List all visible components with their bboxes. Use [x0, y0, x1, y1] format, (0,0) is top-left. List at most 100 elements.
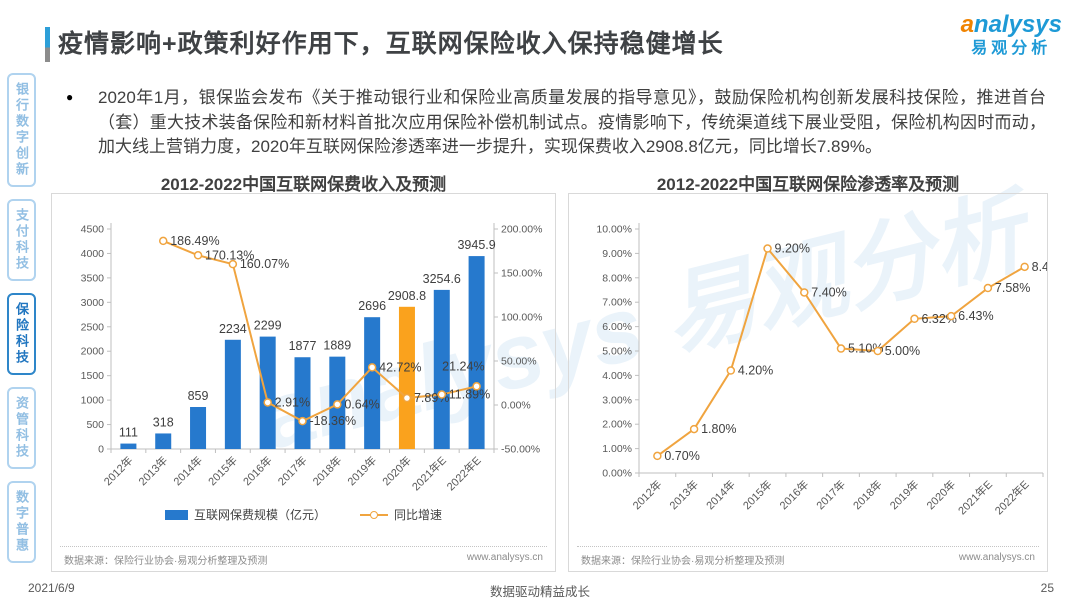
legend-label-premium: 互联网保费规模（亿元） [193, 508, 326, 522]
left-chart-title: 2012-2022中国互联网保费收入及预测 [160, 175, 447, 194]
svg-text:318: 318 [153, 415, 174, 429]
svg-text:170.13%: 170.13% [205, 248, 254, 262]
svg-text:2234: 2234 [219, 322, 247, 336]
right-chart-title: 2012-2022中国互联网保险渗透率及预测 [656, 175, 960, 194]
sidebar-item-insurance-tech[interactable]: 保险科技 [7, 293, 36, 375]
svg-text:7.58%: 7.58% [995, 281, 1030, 295]
svg-text:100.00%: 100.00% [501, 312, 542, 324]
svg-text:3254.6: 3254.6 [423, 272, 461, 286]
svg-text:2017年: 2017年 [275, 453, 310, 488]
penetration-rate-chart: 0.00% 1.00% 2.00% 3.00% 4.00% 5.00% 6.00% 7.00%… [568, 193, 1067, 572]
svg-text:4.00%: 4.00% [602, 370, 632, 382]
left-chart-source: 数据来源：保险行业协会·易观分析整理及预测 [64, 556, 268, 567]
right-chart-divider [577, 546, 1039, 547]
svg-text:2015年: 2015年 [740, 477, 775, 512]
premium-income-chart-svg: 0 500 1000 1500 2000 2500 3000 3500 4000 4500 -50.… [81, 223, 542, 493]
svg-text:1877: 1877 [289, 339, 317, 353]
svg-text:6.43%: 6.43% [958, 309, 993, 323]
svg-text:11.89%: 11.89% [449, 388, 490, 402]
logo-brand-text: analysys [960, 11, 1062, 38]
svg-text:50.00%: 50.00% [501, 356, 537, 368]
footer-page-number: 25 [1040, 581, 1054, 595]
svg-text:3.00%: 3.00% [602, 394, 632, 406]
svg-text:2908.8: 2908.8 [388, 289, 426, 303]
svg-text:2016年: 2016年 [240, 453, 275, 488]
sidebar-item-bank-digital-innovation[interactable]: 银行数字创新 [7, 73, 36, 187]
footer-date: 2021/6/9 [28, 581, 75, 595]
title-accent-bar [45, 27, 50, 62]
summary-paragraph: 2020年1月，银保监会发布《关于推动银行业和保险业高质量发展的指导意见》，鼓励… [98, 88, 1046, 156]
svg-text:111: 111 [119, 426, 138, 440]
svg-text:2696: 2696 [358, 299, 386, 313]
right-chart-source-row: 数据来源：保险行业协会·易观分析整理及预测 www.analysys.cn [581, 552, 1035, 567]
svg-text:2014年: 2014年 [170, 453, 205, 488]
svg-text:1000: 1000 [81, 395, 105, 407]
legend-item-growth: 同比增速 [360, 506, 442, 523]
svg-text:9.00%: 9.00% [602, 248, 632, 260]
svg-text:160.07%: 160.07% [240, 257, 289, 271]
svg-text:859: 859 [188, 389, 209, 403]
svg-text:2015年: 2015年 [205, 453, 240, 488]
svg-text:10.00%: 10.00% [596, 224, 632, 236]
svg-text:5.00%: 5.00% [885, 344, 920, 358]
svg-text:3500: 3500 [81, 272, 105, 284]
svg-text:2012年: 2012年 [629, 477, 664, 512]
legend-label-growth: 同比增速 [394, 508, 443, 522]
page-title: 疫情影响+政策利好作用下，互联网保险收入保持稳健增长 [58, 30, 724, 58]
svg-text:3945.9: 3945.9 [457, 238, 495, 252]
svg-text:2018年: 2018年 [850, 477, 885, 512]
line-legend-marker-icon [360, 510, 388, 519]
svg-text:8.00%: 8.00% [602, 272, 632, 284]
svg-text:1500: 1500 [81, 370, 105, 382]
svg-text:2022年E: 2022年E [992, 477, 1032, 517]
svg-text:2013年: 2013年 [666, 477, 701, 512]
svg-text:2014年: 2014年 [703, 477, 738, 512]
svg-text:7.00%: 7.00% [602, 297, 632, 309]
svg-text:1.00%: 1.00% [602, 443, 632, 455]
svg-text:2299: 2299 [254, 319, 282, 333]
svg-text:3000: 3000 [81, 297, 105, 309]
bullet-icon: ● [66, 90, 74, 104]
svg-text:8.45%: 8.45% [1032, 260, 1047, 274]
svg-text:42.72%: 42.72% [379, 360, 421, 374]
sidebar-item-digital-inclusion[interactable]: 数字普惠 [7, 481, 36, 563]
logo-brand-cn-text: 易观分析 [971, 40, 1052, 58]
svg-text:2019年: 2019年 [887, 477, 922, 512]
svg-text:4.20%: 4.20% [738, 364, 773, 378]
footer-slogan: 数据驱动精益成长 [489, 585, 590, 599]
svg-text:2.91%: 2.91% [275, 395, 310, 409]
svg-text:9.20%: 9.20% [775, 242, 810, 256]
svg-text:0.64%: 0.64% [344, 397, 379, 411]
bar-legend-swatch-icon [164, 509, 188, 520]
svg-text:2021年E: 2021年E [955, 477, 995, 517]
svg-text:186.49%: 186.49% [170, 234, 219, 248]
sidebar-item-asset-mgmt-tech[interactable]: 资管科技 [7, 387, 36, 469]
svg-text:-18.36%: -18.36% [310, 414, 357, 428]
sidebar: 银行数字创新 支付科技 保险科技 资管科技 数字普惠 [6, 73, 36, 563]
svg-text:4000: 4000 [81, 248, 105, 260]
svg-text:0: 0 [98, 444, 104, 456]
svg-text:-50.00%: -50.00% [501, 444, 540, 456]
svg-text:21.24%: 21.24% [442, 359, 484, 373]
svg-text:0.70%: 0.70% [664, 449, 699, 463]
svg-text:2000: 2000 [81, 346, 105, 358]
svg-text:7.40%: 7.40% [811, 285, 846, 299]
legend-item-premium: 互联网保费规模（亿元） [164, 506, 326, 523]
svg-text:0.00%: 0.00% [501, 400, 531, 412]
svg-text:500: 500 [86, 419, 104, 431]
left-chart-divider [60, 546, 547, 547]
premium-income-chart: 0 500 1000 1500 2000 2500 3000 3500 4000 4500 -50.… [51, 193, 556, 572]
svg-text:0.00%: 0.00% [602, 468, 632, 480]
right-chart-site: www.analysys.cn [958, 552, 1035, 563]
svg-text:2021年E: 2021年E [409, 453, 449, 493]
svg-text:2022年E: 2022年E [444, 453, 484, 493]
svg-text:2012年: 2012年 [101, 453, 136, 488]
svg-text:2020年: 2020年 [379, 453, 414, 488]
svg-text:2017年: 2017年 [813, 477, 848, 512]
svg-text:1.80%: 1.80% [701, 422, 736, 436]
svg-text:5.00%: 5.00% [602, 346, 632, 358]
svg-text:150.00%: 150.00% [501, 268, 542, 280]
svg-text:4500: 4500 [81, 224, 105, 236]
penetration-rate-chart-svg: 0.00% 1.00% 2.00% 3.00% 4.00% 5.00% 6.00% 7.00%… [596, 223, 1067, 517]
sidebar-item-payment-tech[interactable]: 支付科技 [7, 199, 36, 281]
